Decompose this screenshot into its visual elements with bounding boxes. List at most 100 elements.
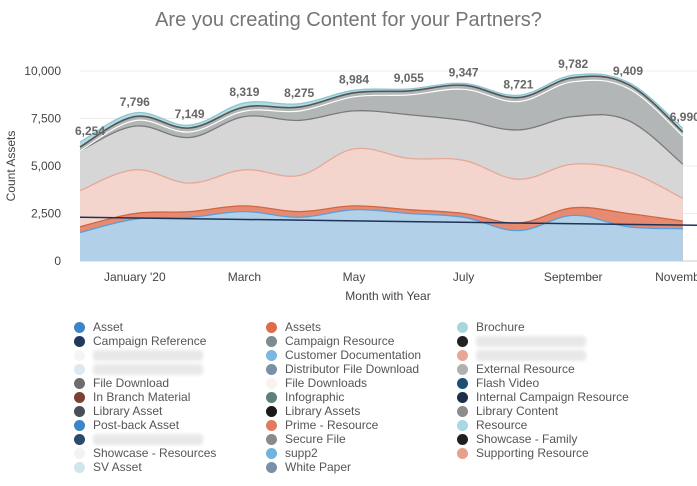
y-axis-title: Count Assets [4, 131, 18, 202]
legend-label [93, 349, 203, 361]
legend-color-swatch [457, 447, 468, 459]
x-tick-label: January '20 [104, 270, 166, 284]
legend-label: Post-back Asset [93, 418, 180, 432]
legend-item: supp2 [266, 446, 318, 460]
legend-item: White Paper [266, 460, 351, 474]
legend-label: Showcase - Family [476, 432, 578, 446]
series-line [79, 147, 684, 199]
legend-label [476, 349, 586, 361]
legend-label: External Resource [476, 362, 575, 376]
series-area [80, 209, 683, 261]
legend-label [93, 433, 203, 445]
legend-label: Supporting Resource [476, 446, 589, 460]
legend-item: Showcase - Resources [74, 446, 216, 460]
legend-color-swatch [457, 391, 468, 403]
legend-label: supp2 [285, 446, 318, 460]
legend-item: Brochure [457, 320, 525, 334]
legend-color-swatch [74, 419, 85, 431]
legend-color-swatch [266, 433, 277, 445]
x-axis-title: Month with Year [345, 289, 430, 303]
legend-item: Campaign Resource [266, 334, 394, 348]
y-tick-label: 7,500 [31, 112, 61, 126]
data-label: 6,990 [670, 110, 697, 124]
axis-layer: 0 2,500 5,000 7,500 10,000 January '20 March Ma… [4, 64, 697, 303]
legend-item: Internal Campaign Resource [457, 390, 629, 404]
area-chart: 6,254 7,796 7,149 8,319 8,275 8,984 9,055 9,347… [4, 57, 697, 303]
data-label: 8,721 [503, 77, 533, 91]
legend-color-swatch [457, 321, 468, 333]
legend-label: Assets [285, 320, 322, 334]
legend-label: Secure File [285, 432, 346, 446]
legend-color-swatch [74, 461, 85, 473]
legend-label: Campaign Reference [93, 334, 207, 348]
legend-item: Supporting Resource [457, 446, 589, 460]
legend-label: File Download [93, 376, 170, 390]
legend-color-swatch [266, 391, 277, 403]
legend-item [457, 334, 586, 348]
legend-color-swatch [457, 405, 468, 417]
legend-color-swatch [457, 363, 468, 375]
legend-color-swatch [74, 447, 85, 459]
legend-label: Customer Documentation [285, 348, 422, 362]
legend-item: Distributor File Download [266, 362, 419, 376]
legend-item: Secure File [266, 432, 346, 446]
legend-color-swatch [74, 349, 85, 361]
legend-label: Flash Video [476, 376, 540, 390]
legend-color-swatch [266, 377, 277, 389]
legend-item: In Branch Material [74, 390, 190, 404]
legend-color-swatch [74, 433, 85, 445]
legend-color-swatch [74, 363, 85, 375]
legend-item: Library Content [457, 404, 558, 418]
legend-label: Campaign Resource [285, 334, 395, 348]
legend-color-swatch [266, 419, 277, 431]
legend-label: Showcase - Resources [93, 446, 217, 460]
legend-color-swatch [266, 447, 277, 459]
legend-item: Asset [74, 320, 123, 334]
area-layer [79, 73, 684, 262]
data-label: 9,782 [558, 57, 588, 71]
legend-label: Brochure [476, 320, 525, 334]
legend-item: Assets [266, 320, 321, 334]
data-label: 9,409 [613, 64, 643, 78]
data-label: 7,796 [120, 95, 150, 109]
legend-color-swatch [266, 321, 277, 333]
series-line [79, 73, 684, 143]
legend-item: Customer Documentation [266, 348, 421, 362]
x-tick-label: July [453, 270, 474, 284]
legend-color-swatch [74, 405, 85, 417]
legend-color-swatch [457, 349, 468, 361]
data-label: 8,275 [284, 86, 314, 100]
series-line [79, 205, 683, 228]
data-label-layer: 6,254 7,796 7,149 8,319 8,275 8,984 9,055 9,347… [75, 57, 697, 138]
legend-color-swatch [266, 363, 277, 375]
legend-item: Infographic [266, 390, 344, 404]
legend-item: Flash Video [457, 376, 539, 390]
legend-label: Infographic [285, 390, 345, 404]
legend-item: Prime - Resource [266, 418, 378, 432]
reference-line [79, 216, 697, 227]
y-tick-label: 5,000 [31, 159, 61, 173]
legend-label: Library Assets [285, 404, 361, 418]
legend-label: Asset [93, 320, 124, 334]
legend-color-swatch [74, 391, 85, 403]
legend-label: In Branch Material [93, 390, 191, 404]
legend-label: File Downloads [285, 376, 368, 390]
legend: Asset Campaign Reference File Download In B… [74, 320, 697, 480]
data-label: 8,984 [339, 72, 369, 86]
series-highlight [79, 79, 684, 152]
y-tick-label: 0 [54, 254, 61, 268]
data-label: 7,149 [175, 107, 205, 121]
legend-item: File Download [74, 376, 169, 390]
data-label: 9,347 [449, 65, 479, 79]
legend-color-swatch [457, 377, 468, 389]
legend-color-swatch [266, 349, 277, 361]
legend-color-swatch [266, 335, 277, 347]
legend-color-swatch [74, 321, 85, 333]
legend-label: White Paper [285, 460, 352, 474]
legend-item [74, 432, 203, 446]
legend-color-swatch [266, 405, 277, 417]
legend-item: Campaign Reference [74, 334, 206, 348]
legend-item: File Downloads [266, 376, 367, 390]
legend-color-swatch [74, 377, 85, 389]
series-line [79, 110, 684, 165]
